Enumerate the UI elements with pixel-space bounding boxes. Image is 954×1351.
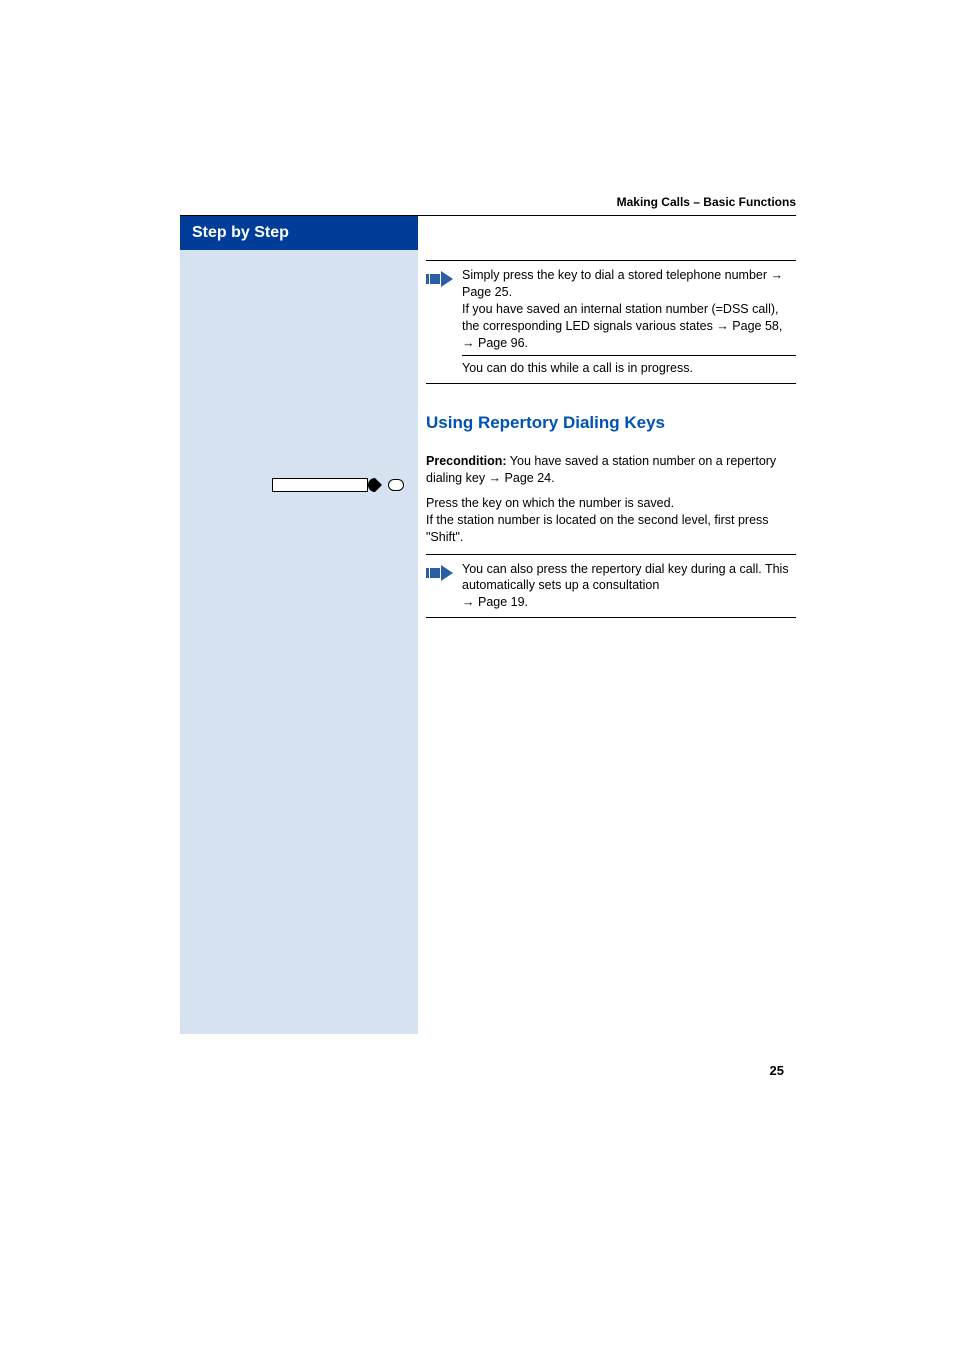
key-pointer-icon <box>368 478 382 492</box>
instruction-text: Press the key on which the number is sav… <box>426 496 769 544</box>
note-arrow-icon <box>426 269 454 289</box>
note-arrow-icon <box>426 563 454 583</box>
note-box-2: You can also press the repertory dial ke… <box>426 554 796 619</box>
note1-line1: Simply press the key to dial a stored te… <box>462 268 771 282</box>
precondition-ref: Page 24. <box>505 471 555 485</box>
note-box-1: Simply press the key to dial a stored te… <box>426 260 796 384</box>
page-header: Making Calls – Basic Functions <box>180 195 796 216</box>
key-led-icon <box>388 479 404 491</box>
note2-text: You can also press the repertory dial ke… <box>462 562 789 593</box>
arrow-icon: → <box>771 268 784 282</box>
precondition-label: Precondition: <box>426 454 507 468</box>
precondition-paragraph: Precondition: You have saved a station n… <box>426 453 796 487</box>
section-heading: Using Repertory Dialing Keys <box>426 412 796 435</box>
arrow-icon: → <box>462 595 478 609</box>
note1-ref1: Page 25. <box>462 285 512 299</box>
note1-text: Simply press the key to dial a stored te… <box>462 267 796 351</box>
note2-ref: Page 19. <box>478 595 528 609</box>
arrow-icon: → <box>462 336 478 350</box>
function-key-icon <box>272 478 404 492</box>
sidebar: Step by Step <box>180 216 418 1034</box>
arrow-icon: → <box>489 471 505 485</box>
note1-line3: You can do this while a call is in progr… <box>462 361 693 375</box>
instruction-paragraph: Press the key on which the number is sav… <box>426 495 796 546</box>
section-title: Making Calls – Basic Functions <box>617 195 796 209</box>
note1-ref3: Page 96. <box>478 336 528 350</box>
note1-subtext: You can do this while a call is in progr… <box>462 355 796 377</box>
arrow-icon: → <box>716 319 732 333</box>
key-rect-icon <box>272 478 368 492</box>
content-area: Simply press the key to dial a stored te… <box>418 216 796 1034</box>
main-layout: Step by Step Simply press the key to d <box>180 216 796 1034</box>
sidebar-title: Step by Step <box>180 216 418 250</box>
page-number: 25 <box>770 1063 784 1078</box>
page-wrapper: Making Calls – Basic Functions Step by S… <box>180 195 796 1034</box>
note1-ref2: Page 58, <box>732 319 782 333</box>
note2-text-wrap: You can also press the repertory dial ke… <box>462 561 796 612</box>
